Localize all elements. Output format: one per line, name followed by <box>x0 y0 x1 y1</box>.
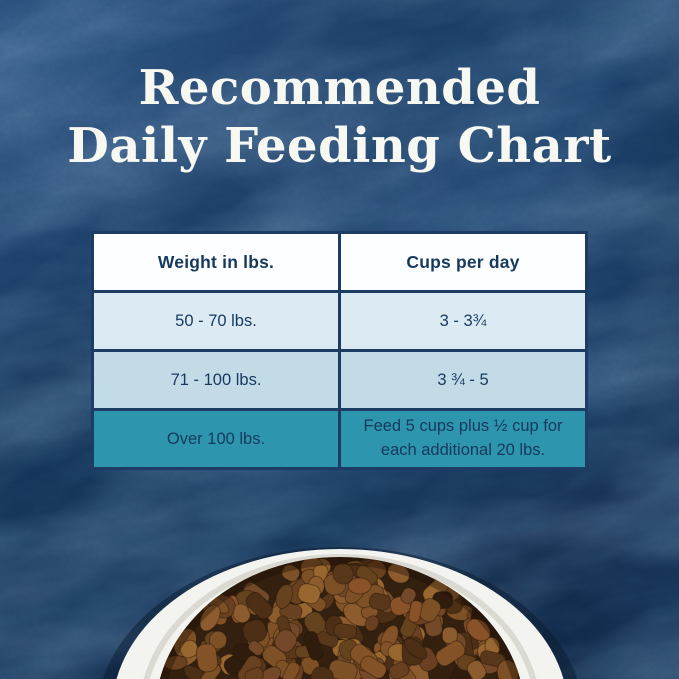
table-row: 50 - 70 lbs. 3 - 3¾ <box>91 290 588 353</box>
cups-cell: 3 - 3¾ <box>338 290 588 353</box>
weight-cell: 50 - 70 lbs. <box>91 290 341 353</box>
title-line-2: Daily Feeding Chart <box>67 117 612 174</box>
table-header-row: Weight in lbs. Cups per day <box>91 231 588 294</box>
cups-cell: Feed 5 cups plus ½ cup for each addition… <box>338 408 588 471</box>
table-row: 71 - 100 lbs. 3 ¾ - 5 <box>91 349 588 412</box>
header-cups: Cups per day <box>338 231 588 294</box>
page-title: Recommended Daily Feeding Chart <box>0 0 679 175</box>
header-weight: Weight in lbs. <box>91 231 341 294</box>
weight-cell: 71 - 100 lbs. <box>91 349 341 412</box>
weight-cell: Over 100 lbs. <box>91 408 341 471</box>
table-row: Over 100 lbs. Feed 5 cups plus ½ cup for… <box>91 408 588 471</box>
feeding-chart-table: Weight in lbs. Cups per day 50 - 70 lbs.… <box>91 231 588 471</box>
title-line-1: Recommended <box>138 60 541 116</box>
cups-cell: 3 ¾ - 5 <box>338 349 588 412</box>
kibble-bowl-image <box>102 547 578 679</box>
